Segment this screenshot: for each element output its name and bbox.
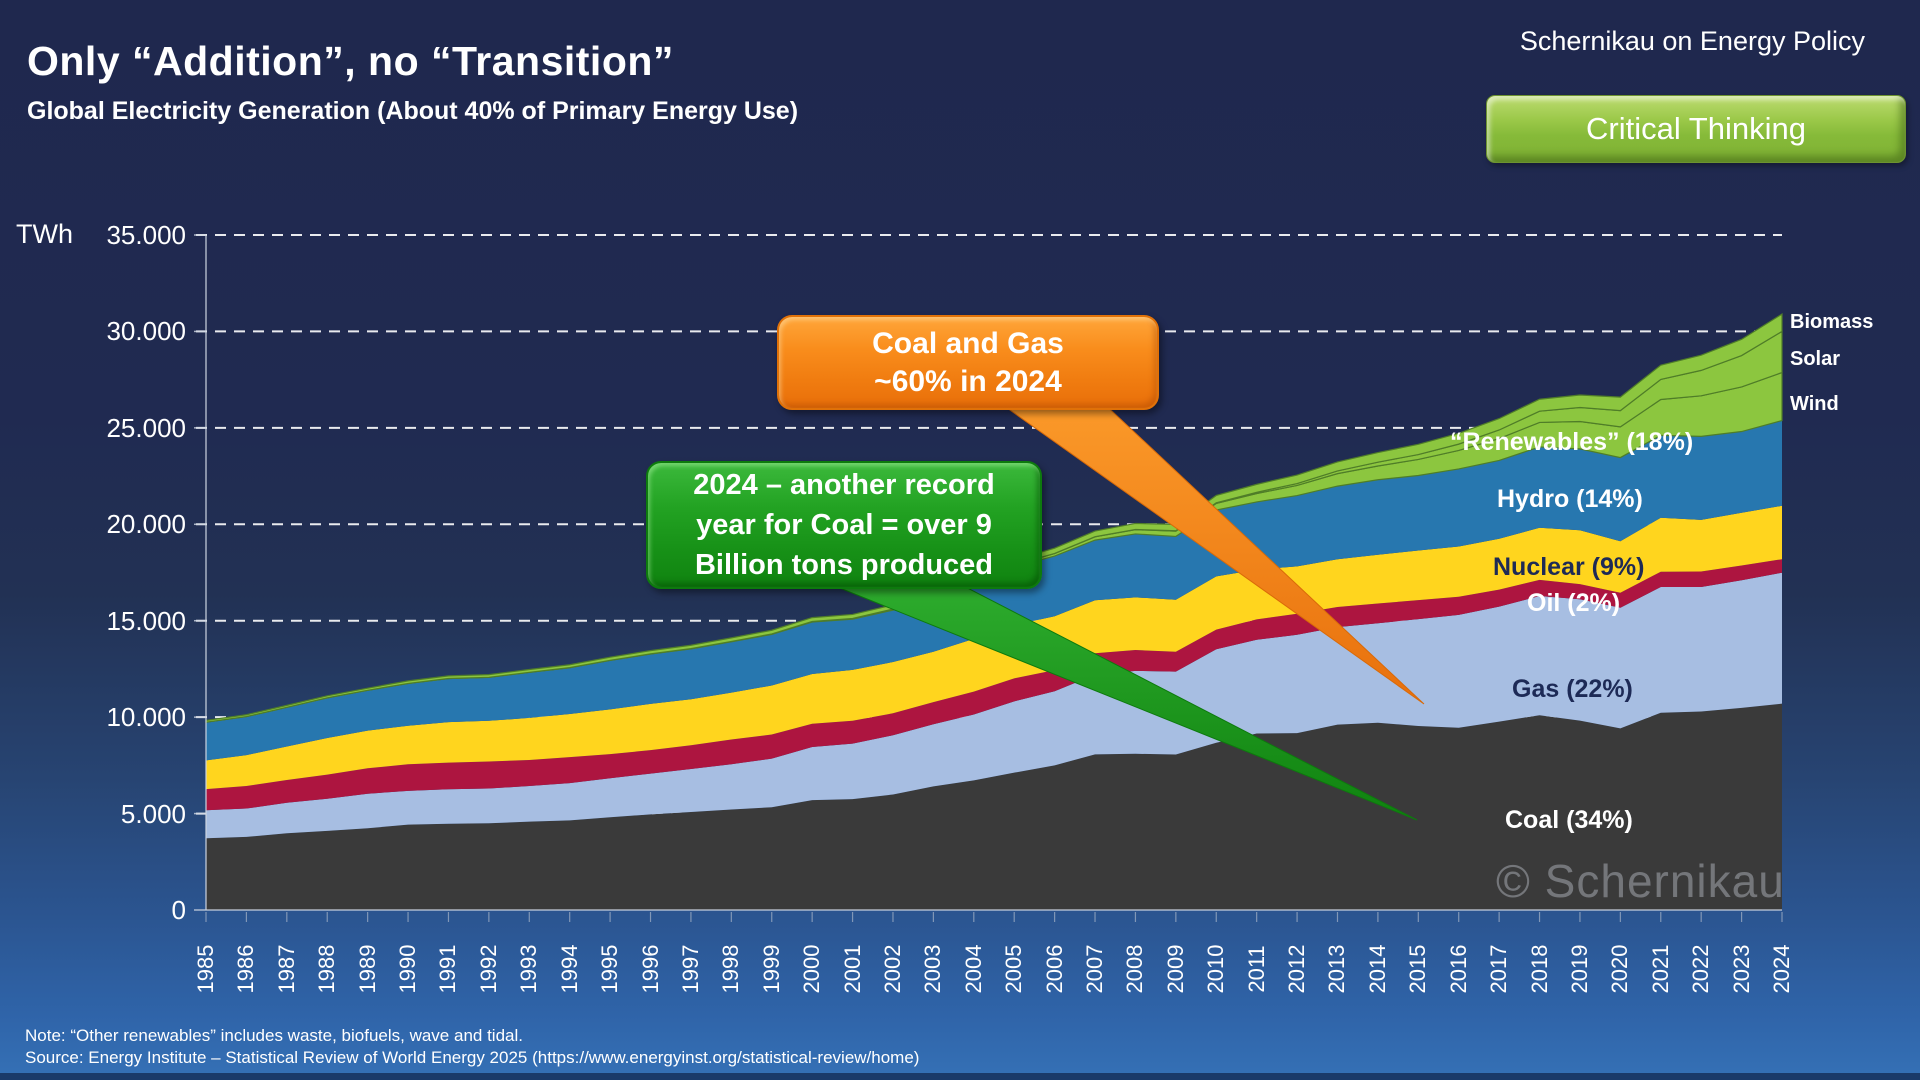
x-axis-label: 2005 — [1001, 944, 1027, 994]
x-axis-label: 1993 — [516, 944, 542, 994]
x-axis-label: 2001 — [839, 944, 865, 994]
callout-coal-record-line2: year for Coal = over 9 — [696, 509, 992, 541]
brand-text: Schernikau on Energy Policy — [1519, 26, 1865, 56]
x-axis-label: 2011 — [1243, 945, 1269, 993]
watermark: © Schernikau — [1496, 855, 1785, 907]
y-axis-label: 10.000 — [106, 702, 186, 733]
y-axis-label: 30.000 — [106, 316, 186, 347]
x-axis-label: 1992 — [475, 944, 501, 994]
x-axis-label: 1985 — [193, 944, 218, 994]
x-axis-label: 1989 — [354, 944, 380, 994]
x-axis-label: 1999 — [758, 944, 784, 994]
x-axis-label: 1990 — [395, 944, 421, 994]
x-axis-label: 2010 — [1203, 944, 1229, 994]
x-axis-label: 2024 — [1769, 944, 1794, 994]
label-oil: Oil (2%) — [1527, 589, 1621, 617]
callout-coal-record: 2024 – another record year for Coal = ov… — [646, 461, 1042, 589]
x-axis-label: 1986 — [233, 944, 259, 994]
x-axis-label: 2013 — [1324, 944, 1350, 994]
footer-source: Source: Energy Institute – Statistical R… — [25, 1048, 920, 1067]
x-axis-label: 2002 — [879, 944, 905, 994]
x-axis-label: 1998 — [718, 944, 744, 994]
callout-coal-gas-line1: Coal and Gas — [872, 326, 1064, 360]
x-axis-label: 2009 — [1162, 944, 1188, 994]
x-axis-label: 1994 — [556, 944, 582, 994]
critical-thinking-button[interactable]: Critical Thinking — [1486, 95, 1906, 163]
page-title: Only “Addition”, no “Transition” — [27, 38, 674, 84]
x-axis-label: 2023 — [1728, 944, 1754, 994]
x-axis-label: 1988 — [314, 944, 340, 994]
x-axis-label: 2018 — [1526, 944, 1552, 994]
x-axis-label: 2006 — [1041, 944, 1067, 994]
label-solar: Solar — [1790, 348, 1841, 370]
label-coal: Coal (34%) — [1505, 806, 1633, 834]
callout-coal-record-line1: 2024 – another record — [693, 469, 995, 501]
label-biomass: Biomass — [1790, 311, 1874, 333]
x-axis-label: 2012 — [1284, 944, 1310, 994]
x-axis-label: 2017 — [1486, 944, 1512, 994]
x-axis-label: 2004 — [960, 944, 986, 994]
x-axis-label: 2015 — [1405, 944, 1431, 994]
x-axis-label: 2020 — [1607, 944, 1633, 994]
page-subtitle: Global Electricity Generation (About 40%… — [27, 97, 799, 125]
y-axis-label: 35.000 — [106, 220, 186, 250]
label-renewables: “Renewables” (18%) — [1450, 428, 1694, 456]
y-axis-unit: TWh — [16, 219, 73, 249]
y-axis-label: 15.000 — [106, 605, 186, 636]
y-axis-label: 25.000 — [106, 412, 186, 443]
y-axis-label: 5.000 — [120, 798, 186, 829]
x-axis-label: 1995 — [597, 944, 623, 994]
label-hydro: Hydro (14%) — [1497, 485, 1643, 513]
label-wind: Wind — [1790, 393, 1839, 415]
x-axis-label: 2021 — [1647, 944, 1673, 994]
x-axis-label: 1991 — [435, 944, 461, 994]
y-axis-label: 20.000 — [106, 509, 186, 540]
footer-note: Note: “Other renewables” includes waste,… — [25, 1026, 523, 1045]
x-axis-label: 1996 — [637, 944, 663, 994]
x-axis-label: 2003 — [920, 944, 946, 994]
x-axis-label: 1997 — [677, 944, 703, 994]
x-axis-label: 2019 — [1566, 944, 1592, 994]
callout-coal-gas-line2: ~60% in 2024 — [874, 364, 1062, 398]
x-axis-label: 2000 — [799, 944, 825, 994]
y-axis-label: 0 — [171, 895, 186, 925]
x-axis-label: 2022 — [1688, 944, 1714, 994]
label-gas: Gas (22%) — [1512, 675, 1633, 703]
x-axis-label: 2014 — [1364, 944, 1390, 994]
bottom-bar — [0, 1073, 1920, 1080]
x-axis-label: 2007 — [1082, 944, 1108, 994]
callout-coal-gas: Coal and Gas ~60% in 2024 — [777, 315, 1159, 410]
x-axis-label: 2008 — [1122, 944, 1148, 994]
area-biomass — [205, 312, 1783, 723]
x-axis-label: 2016 — [1445, 944, 1471, 994]
x-axis-label: 1987 — [273, 944, 299, 994]
label-nuclear: Nuclear (9%) — [1493, 553, 1645, 581]
callout-coal-record-line3: Billion tons produced — [694, 549, 994, 581]
